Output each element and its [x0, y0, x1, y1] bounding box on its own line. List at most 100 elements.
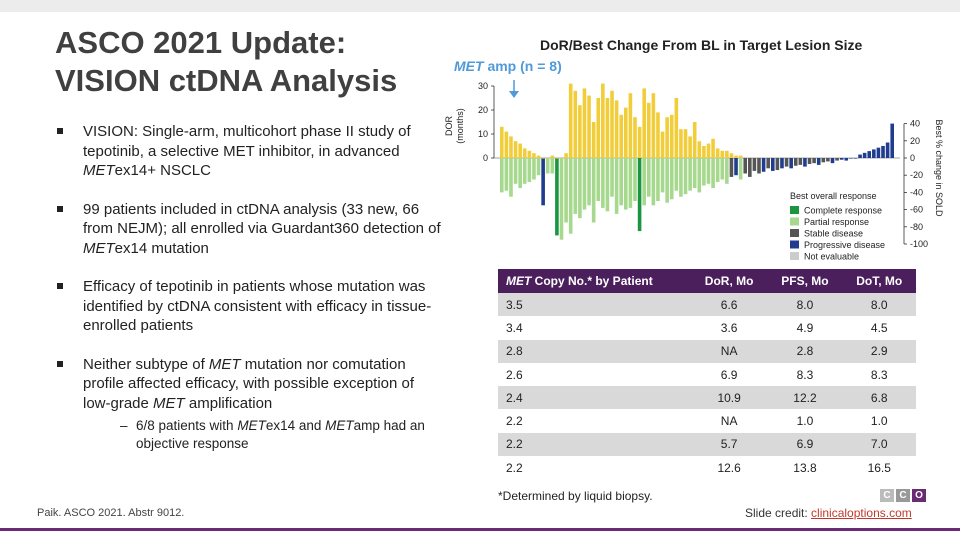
table-cell: 5.7 — [690, 432, 768, 457]
sold-bar — [839, 158, 844, 160]
dor-bar — [715, 148, 720, 158]
title-line-2: VISION ctDNA Analysis — [55, 63, 398, 98]
top-band — [0, 0, 960, 12]
bullet-text: VISION: Single-arm, multicohort phase II… — [83, 123, 411, 179]
dor-bar — [550, 155, 555, 158]
dor-bar — [702, 146, 706, 158]
dor-bar — [532, 153, 536, 158]
text-run: ex14+ NSCLC — [114, 162, 211, 179]
text-run: ex14 and — [265, 418, 326, 433]
right-tick-label: -20 — [910, 170, 923, 180]
sold-bar — [513, 158, 518, 184]
sold-bar — [500, 158, 504, 193]
logo-letter: C — [896, 489, 910, 502]
table-cell: 3.5 — [498, 293, 691, 317]
right-tick-label: -80 — [910, 222, 923, 232]
dor-bar — [646, 102, 651, 158]
sold-bar — [738, 158, 743, 180]
legend-swatch — [790, 229, 799, 237]
dor-bar — [573, 90, 578, 158]
slide-credit-label: Slide credit: — [745, 506, 812, 520]
table-row: 2.6 6.9 8.3 8.3 — [498, 362, 916, 387]
dor-bar — [541, 158, 545, 159]
sold-bar — [637, 158, 642, 232]
sold-bar — [890, 123, 894, 158]
sold-bar — [803, 158, 807, 167]
sold-bar — [628, 158, 633, 208]
sold-bar — [743, 158, 748, 174]
credit-link[interactable]: clinicaloptions.com — [811, 506, 912, 520]
table-cell: NA — [690, 409, 768, 433]
italic-term: MET — [325, 418, 354, 433]
table-cell: 10.9 — [690, 386, 768, 410]
table-cell: 8.0 — [767, 293, 843, 317]
table-row: 2.4 10.9 12.2 6.8 — [498, 386, 916, 410]
italic-term: MET — [83, 162, 115, 179]
table-cell: 12.2 — [767, 386, 843, 410]
table-footnote: *Determined by liquid biopsy. — [498, 489, 653, 503]
dor-bar — [605, 98, 610, 158]
dor-bar — [692, 122, 697, 158]
header-italic: MET — [506, 274, 532, 288]
table-cell: 3.4 — [498, 316, 691, 340]
bullet-marker — [57, 128, 63, 134]
table-row: 3.5 6.6 8.0 8.0 — [498, 293, 916, 317]
right-tick-label: -60 — [910, 205, 923, 215]
sold-bar — [766, 158, 770, 169]
sold-bar — [881, 145, 885, 158]
sold-bar — [536, 158, 541, 176]
sold-bar — [729, 158, 734, 177]
sold-bar — [780, 158, 784, 169]
title-line-1: ASCO 2021 Update: — [55, 25, 347, 60]
sold-bar — [509, 158, 513, 197]
right-tick-label: 40 — [910, 119, 920, 129]
dor-bar — [697, 141, 702, 158]
sold-bar — [853, 158, 858, 159]
dor-bar — [555, 158, 559, 159]
table-header-row: MET Copy No.* by Patient DoR, Mo PFS, Mo… — [498, 269, 916, 293]
sold-bar — [849, 158, 853, 159]
legend-swatch — [790, 206, 799, 214]
dor-bar — [738, 155, 743, 158]
sold-bar — [642, 158, 646, 206]
sold-bar — [564, 158, 568, 223]
table-row: 3.4 3.6 4.9 4.5 — [498, 316, 916, 340]
dor-bar — [656, 112, 660, 158]
dor-bar — [596, 98, 601, 158]
dor-bar — [642, 88, 646, 158]
met-amp-annotation: MET amp (n = 8) — [454, 58, 562, 74]
table-cell: 2.4 — [498, 386, 691, 410]
dor-bar — [628, 93, 633, 158]
legend-label: Stable disease — [804, 229, 863, 239]
sold-bar — [789, 158, 793, 169]
bullet-list: VISION: Single-arm, multicohort phase II… — [55, 122, 445, 472]
sold-bar — [821, 158, 826, 163]
sold-bar — [624, 158, 628, 210]
legend-swatch — [790, 240, 799, 249]
met-amp-rest: amp (n = 8) — [483, 58, 562, 74]
header-dot: DoT, Mo — [842, 269, 916, 293]
sold-bar — [669, 158, 674, 200]
dor-bar — [624, 107, 628, 158]
table-cell: 8.0 — [842, 293, 916, 317]
legend-label: Partial response — [804, 217, 869, 227]
dor-bar — [725, 150, 729, 158]
sold-bar — [725, 158, 729, 184]
sold-bar — [559, 158, 564, 240]
bullet-item: VISION: Single-arm, multicohort phase II… — [55, 122, 445, 181]
met-amp-arrowhead — [509, 91, 519, 98]
sold-bar — [761, 158, 766, 172]
sold-bar — [734, 158, 738, 176]
sold-bar — [872, 149, 876, 158]
dor-bar — [536, 155, 541, 158]
sold-bar — [826, 158, 830, 162]
sold-bar — [867, 151, 872, 158]
dor-bar — [610, 90, 614, 158]
slide-credit: Slide credit: clinicaloptions.com — [745, 506, 912, 520]
dor-bar — [660, 131, 665, 158]
bullet-marker — [57, 283, 63, 289]
sold-bar — [665, 158, 669, 203]
met-copy-table: MET Copy No.* by Patient DoR, Mo PFS, Mo… — [498, 269, 916, 480]
sold-bar — [646, 158, 651, 197]
sub-bullet: –6/8 patients with METex14 and METamp ha… — [83, 417, 445, 453]
